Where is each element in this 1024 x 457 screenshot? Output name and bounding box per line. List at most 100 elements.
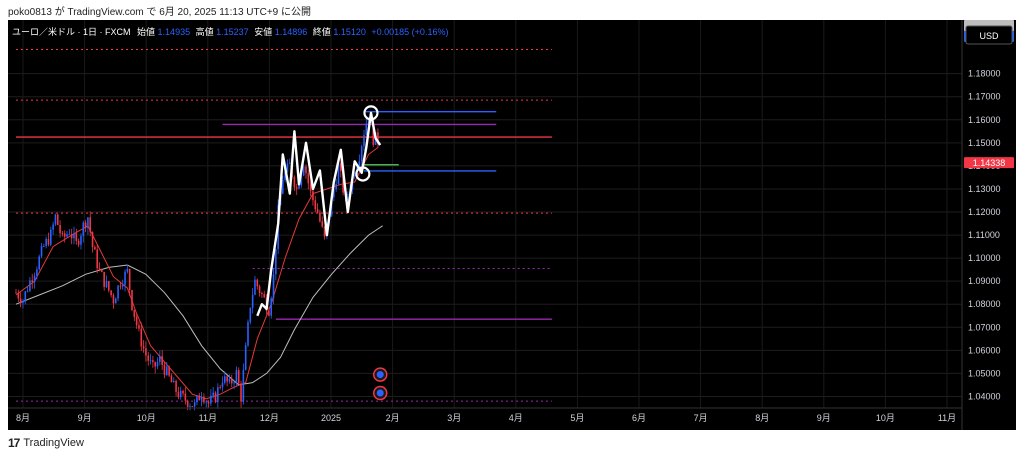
trend-drawing xyxy=(256,105,382,317)
candle-body xyxy=(186,400,189,407)
candle-body xyxy=(305,166,307,174)
support-circle xyxy=(355,166,371,182)
time-tick-label: 11月 xyxy=(938,413,956,423)
candle-body xyxy=(103,272,105,287)
candle-body xyxy=(179,390,182,398)
candle-body xyxy=(80,235,82,245)
candle-body xyxy=(29,280,31,291)
candle-body xyxy=(175,380,177,392)
high-label: 高値 xyxy=(196,26,214,37)
price-tick-label: 1.08000 xyxy=(968,299,1001,309)
candle-body xyxy=(333,188,335,198)
white-zigzag-path xyxy=(256,111,382,317)
candle-body xyxy=(112,295,115,304)
candle xyxy=(360,144,363,168)
chart-area[interactable]: 1.04000 1.05000 1.06000 1.07000 1.08000 1.090… xyxy=(8,20,1016,430)
candle xyxy=(251,288,254,314)
candle-body xyxy=(302,166,305,176)
candle-body xyxy=(124,271,126,285)
low-marker-tag: 1.14338 xyxy=(964,157,1014,169)
candle xyxy=(96,244,98,274)
candle-body xyxy=(221,382,224,388)
candle xyxy=(228,374,231,384)
candle-body xyxy=(91,232,94,248)
candle-body xyxy=(40,246,43,257)
candle-body xyxy=(22,300,24,304)
candle xyxy=(105,275,108,288)
candle xyxy=(175,379,177,397)
candle xyxy=(346,191,349,201)
candle xyxy=(166,362,168,377)
ma-fast-line xyxy=(15,147,379,400)
candle-body xyxy=(68,234,71,235)
candle xyxy=(89,211,92,237)
low-marker-tag-text: 1.14338 xyxy=(973,158,1006,168)
candle-body xyxy=(177,391,180,398)
price-tick-label: 1.07000 xyxy=(968,322,1001,332)
candle-body xyxy=(314,200,317,210)
candle xyxy=(61,230,64,237)
candle xyxy=(182,389,184,396)
high-value: 1.15237 xyxy=(216,27,249,37)
time-tick-label: 8月 xyxy=(16,413,30,423)
candle-body xyxy=(56,214,59,225)
candle-body xyxy=(89,217,92,233)
price-chart[interactable]: 1.04000 1.05000 1.06000 1.07000 1.08000 1.090… xyxy=(8,20,1016,430)
candle-body xyxy=(193,402,196,407)
candle xyxy=(40,242,43,259)
candle xyxy=(59,220,61,238)
candle xyxy=(263,290,266,299)
candle xyxy=(38,254,40,271)
candle xyxy=(147,352,150,366)
candle xyxy=(275,248,277,281)
candle-body xyxy=(230,378,233,384)
time-tick-label: 9月 xyxy=(817,413,831,423)
candle xyxy=(112,293,115,309)
candle xyxy=(131,289,133,312)
candle xyxy=(307,169,310,190)
candle-body xyxy=(87,217,89,229)
candle xyxy=(261,291,263,299)
price-tick-label: 1.15000 xyxy=(968,138,1001,148)
currency-label: USD xyxy=(979,31,999,41)
candle-body xyxy=(163,364,166,376)
candle xyxy=(149,353,152,365)
candle-body xyxy=(251,294,254,308)
candle xyxy=(219,384,221,390)
candle xyxy=(309,180,312,197)
candle-body xyxy=(233,382,235,384)
candle xyxy=(94,245,96,250)
candle xyxy=(293,175,296,191)
price-tick-label: 1.16000 xyxy=(968,115,1001,125)
candle xyxy=(268,306,270,317)
candle xyxy=(258,284,261,297)
candle-body xyxy=(196,395,198,403)
candle xyxy=(108,280,110,293)
candle xyxy=(70,228,73,245)
candle xyxy=(152,355,154,368)
candle xyxy=(114,297,117,304)
tradingview-logo[interactable]: 17 TradingView xyxy=(8,436,84,450)
candle-body xyxy=(170,375,173,383)
candle-body xyxy=(131,290,133,311)
candle-body xyxy=(360,146,363,162)
candle xyxy=(200,391,203,407)
candle xyxy=(205,400,208,408)
candle-body xyxy=(26,290,29,292)
time-tick-label: 10月 xyxy=(876,413,895,423)
event-icons xyxy=(372,367,388,401)
candle xyxy=(286,159,289,173)
currency-box[interactable] xyxy=(965,25,1013,45)
candle xyxy=(363,129,365,151)
candle-body xyxy=(84,222,87,229)
candle xyxy=(230,374,233,388)
candle-body xyxy=(358,161,361,168)
candle xyxy=(224,371,226,385)
price-tick-label: 1.17000 xyxy=(968,92,1001,102)
time-tick-label: 7月 xyxy=(694,413,708,423)
candle-body xyxy=(98,268,101,270)
candle xyxy=(142,340,145,353)
price-tick-label: 1.18000 xyxy=(968,69,1001,79)
price-axis: 1.04000 1.05000 1.06000 1.07000 1.08000 1.090… xyxy=(968,69,1001,402)
